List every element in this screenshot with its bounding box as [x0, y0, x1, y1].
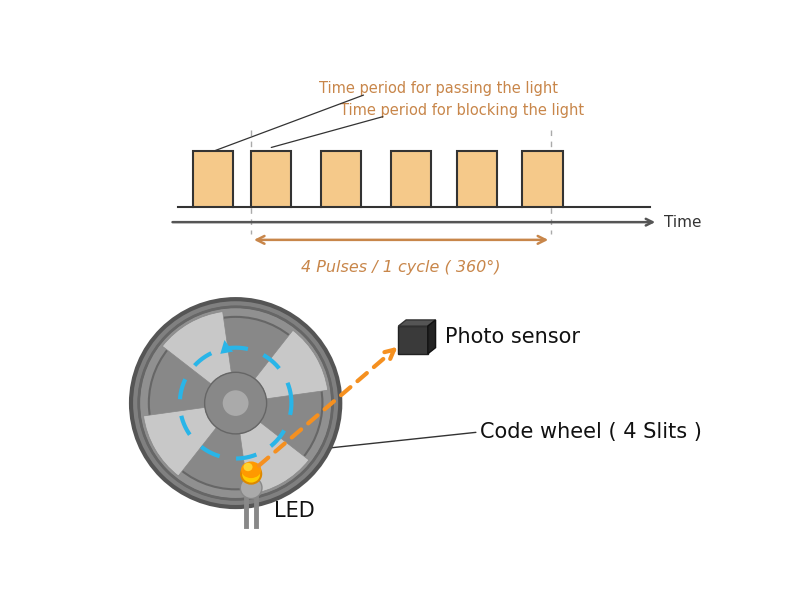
- Circle shape: [138, 307, 333, 499]
- Wedge shape: [162, 311, 231, 384]
- Wedge shape: [143, 407, 217, 476]
- Text: LED: LED: [274, 501, 315, 521]
- Wedge shape: [240, 422, 309, 494]
- Ellipse shape: [243, 463, 253, 471]
- Circle shape: [240, 477, 262, 499]
- Bar: [321, 151, 361, 207]
- Bar: [193, 151, 234, 207]
- Circle shape: [205, 372, 266, 434]
- Polygon shape: [220, 340, 233, 354]
- Text: Time: Time: [664, 215, 702, 230]
- Circle shape: [131, 299, 340, 507]
- Circle shape: [222, 389, 250, 417]
- Polygon shape: [398, 320, 435, 326]
- Text: Photo sensor: Photo sensor: [445, 327, 580, 347]
- Text: Time period for passing the light: Time period for passing the light: [319, 82, 558, 97]
- Bar: [457, 151, 497, 207]
- Text: Code wheel ( 4 Slits ): Code wheel ( 4 Slits ): [480, 422, 702, 442]
- Ellipse shape: [241, 464, 262, 484]
- Bar: [251, 151, 291, 207]
- Text: 4 Pulses / 1 cycle ( 360°): 4 Pulses / 1 cycle ( 360°): [302, 260, 501, 275]
- Text: Time period for blocking the light: Time period for blocking the light: [340, 103, 584, 118]
- Circle shape: [149, 317, 322, 490]
- Wedge shape: [254, 330, 328, 399]
- Ellipse shape: [241, 461, 262, 478]
- Bar: [522, 151, 562, 207]
- Bar: [398, 326, 428, 354]
- Bar: [390, 151, 431, 207]
- Polygon shape: [428, 320, 435, 354]
